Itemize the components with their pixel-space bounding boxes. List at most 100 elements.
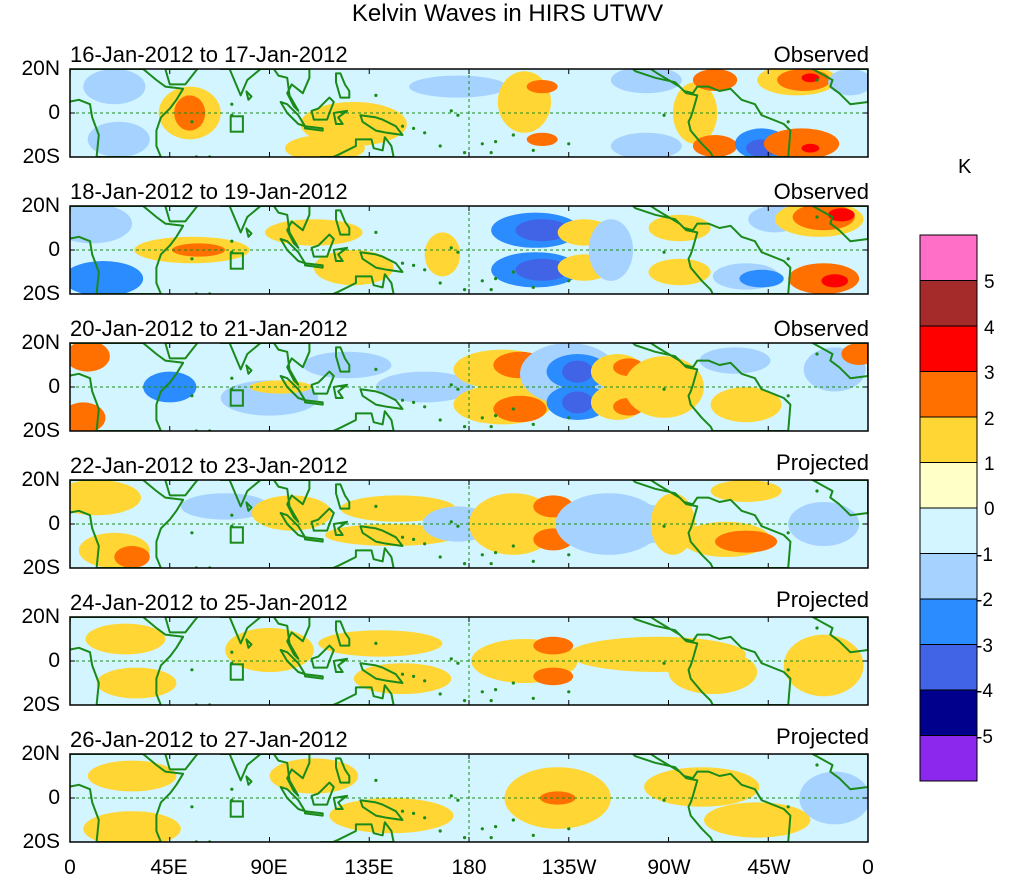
panel-1-island-8	[411, 126, 416, 130]
panel-4-island-22	[786, 531, 790, 535]
panel-1-island-17	[494, 140, 498, 144]
panel-2-anomaly-15	[648, 214, 711, 242]
panel-4-date-range: 22-Jan-2012 to 23-Jan-2012	[70, 453, 348, 478]
panel-1-lat-20s: 20S	[22, 145, 60, 168]
panel-1-reference-box	[229, 115, 244, 133]
panel-3-coastline-12	[632, 343, 792, 431]
panel-3-island-21	[815, 352, 819, 356]
panel-5-coastline-6	[304, 673, 324, 680]
panel-3-island-12	[449, 383, 453, 387]
panel-3-anomaly-18	[562, 391, 594, 414]
panel-2-island-11	[462, 288, 467, 292]
panel-3-island-3	[190, 394, 194, 398]
panel-4-island-16	[531, 559, 535, 564]
panel-3-island-9	[423, 405, 427, 409]
panel-2-anomaly-26	[821, 274, 849, 288]
panel-2-date-range: 18-Jan-2012 to 19-Jan-2012	[70, 179, 348, 204]
panel-5-coastline-11	[319, 684, 395, 705]
panel-1-coastline-2	[164, 69, 199, 86]
panel-5-island-9	[423, 679, 427, 683]
panel-6-island-9	[423, 816, 427, 820]
panel-5-anomaly-11	[783, 634, 864, 697]
panel-5-lat-20s: 20S	[22, 693, 60, 716]
panel-4-coastline-4	[245, 501, 253, 512]
panel-4-island-8	[411, 537, 416, 542]
panel-4-island-21	[815, 489, 819, 493]
panel-3-island-17	[494, 414, 498, 418]
panel-2-coastline-2	[164, 206, 199, 223]
panel-1-island-20	[662, 113, 666, 117]
panel-5-anomaly-4	[318, 630, 443, 657]
panel-2-coastline-4	[245, 227, 253, 238]
panel-1-island-18	[511, 133, 515, 137]
panel-1-anomaly-25	[828, 69, 868, 96]
panel-3-anomaly-2	[72, 345, 95, 359]
panel-5-island-7	[400, 672, 405, 676]
panel-1-anomaly-14	[692, 69, 738, 91]
panel-3-coastline-10	[335, 346, 351, 373]
colorbar-swatch-10	[919, 644, 978, 691]
panel-4-island-17	[494, 551, 498, 555]
panel-5-island-20	[662, 661, 666, 665]
panel-4-anomaly-3	[114, 546, 150, 568]
panel-2-anomaly-18	[739, 269, 784, 288]
panel-5-anomaly-2	[96, 667, 177, 699]
panel-3-anomaly-25	[710, 387, 782, 423]
colorbar-swatch-9	[919, 598, 978, 645]
panel-1-island-14	[480, 142, 484, 146]
panel-5-island-14	[480, 690, 484, 694]
panel-2-island-19	[567, 279, 571, 283]
panel-2-coastline-12	[632, 206, 792, 294]
panel-3-island-18	[511, 407, 515, 411]
panel-4-island-9	[423, 542, 427, 546]
panel-3-island-7	[400, 398, 405, 402]
lon-label-90w: 90W	[647, 856, 691, 879]
colorbar-label-4: 4	[984, 318, 995, 339]
panel-5-anomaly-1	[85, 623, 166, 655]
panel-4-anomaly-4	[180, 493, 270, 520]
panel-3-lat-0: 0	[48, 375, 60, 398]
panel-4-coastline-2	[164, 480, 199, 497]
panel-1-anomaly-2	[87, 121, 150, 157]
panel-6-anomaly-9	[703, 802, 811, 838]
panel-2-island-14	[480, 279, 484, 283]
panel-1-anomaly-1	[83, 69, 146, 105]
panel-2-island-8	[411, 263, 416, 267]
panel-2-coastline-6	[304, 262, 324, 269]
panel-6-date-range: 26-Jan-2012 to 27-Jan-2012	[70, 727, 348, 752]
panel-1-coastline-3	[219, 69, 311, 112]
panel-2-coastline-1	[70, 206, 185, 294]
panel-2-island-12	[449, 246, 453, 250]
panel-6-anomaly-5	[329, 798, 454, 834]
panel-6-coastline-3	[219, 754, 311, 797]
panel-3-coastline-7	[310, 370, 335, 395]
panel-6-island-22	[786, 805, 790, 809]
panel-3-coastline-3	[219, 343, 311, 386]
colorbar-swatch-11	[919, 689, 978, 736]
panel-3-coastline-2	[164, 343, 199, 360]
panel-6-island-19	[567, 827, 571, 831]
panel-3-island-1	[230, 376, 234, 380]
panel-5-coastline-13	[811, 617, 868, 654]
panel-6-island-11	[462, 836, 467, 840]
panel-1-anomaly-12	[610, 132, 682, 157]
panel-5-island-18	[511, 681, 515, 685]
panel-6-island-6	[374, 778, 378, 783]
panel-5-anomaly-8	[533, 667, 574, 686]
panel-4-island-12	[449, 520, 453, 524]
panel-6-lat-20s: 20S	[22, 830, 60, 853]
panel-3-anomaly-5	[143, 371, 197, 403]
panel-1-date-range: 16-Jan-2012 to 17-Jan-2012	[70, 42, 348, 67]
panel-5-coastline-8	[332, 657, 349, 673]
panel-5-reference-box	[229, 663, 244, 681]
colorbar-label-0: 0	[984, 499, 995, 520]
panel-4-lat-0: 0	[48, 512, 60, 535]
panel-4-coastline-11	[319, 547, 395, 568]
panel-6-coastline-11	[319, 821, 395, 842]
panel-1-island-13	[456, 113, 460, 117]
panel-5-island-6	[374, 641, 378, 646]
panel-1-lat-0: 0	[48, 101, 60, 124]
lon-label-0-end: 0	[862, 856, 874, 879]
panel-4-lat-20s: 20S	[22, 556, 60, 579]
lon-label-90e: 90E	[250, 856, 288, 879]
